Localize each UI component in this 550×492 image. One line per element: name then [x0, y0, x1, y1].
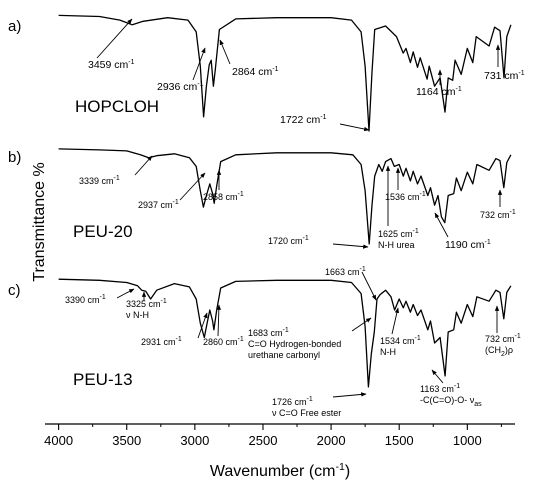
peak-arrow	[216, 304, 222, 337]
peak-arrow	[431, 369, 444, 384]
svg-text:1164 cm-1: 1164 cm-1	[416, 86, 462, 98]
peak-label-1-1: 3459 cm-1	[88, 18, 135, 71]
spectrum-line-2	[58, 148, 512, 245]
peak-arrow	[361, 271, 377, 301]
panel-3: c) PEU-13 3390 cm-1 3325 cm-1ν N-H 2931 cm-1…	[8, 266, 521, 418]
x-tick-label: 1000	[453, 433, 482, 448]
svg-text:2860 cm-1: 2860 cm-1	[203, 336, 244, 347]
peak-label-2-2: 2937 cm-1	[138, 172, 206, 210]
sample-name-1: HOPCLOH	[75, 97, 159, 116]
x-axis-title: Wavenumber (cm-1)	[210, 461, 350, 480]
peak-label-3-7: 1726 cm-1ν C=O Free ester	[272, 392, 367, 418]
peak-label-2-3: 2858 cm-1	[203, 169, 244, 202]
spectrum-line-1	[58, 14, 512, 132]
svg-text:1720 cm-1: 1720 cm-1	[268, 235, 309, 246]
sample-name-2: PEU-20	[73, 222, 133, 241]
svg-text:1625 cm-1: 1625 cm-1	[378, 228, 419, 239]
peak-label-3-4: 2860 cm-1	[203, 304, 244, 347]
peak-label-2-5: 1625 cm-1N-H urea	[378, 165, 419, 250]
x-tick-label: 3500	[112, 433, 141, 448]
peak-label-2-8: 732 cm-1	[480, 189, 516, 220]
peak-label-1-2: 2936 cm-1	[157, 47, 206, 93]
peak-label-1-6: 731 cm-1	[484, 44, 525, 82]
spectrum-line-3	[58, 278, 512, 388]
peak-arrow	[351, 317, 372, 332]
svg-text:ν C=O Free ester: ν C=O Free ester	[272, 408, 341, 418]
x-tick-label: 1500	[385, 433, 414, 448]
sample-name-3: PEU-13	[73, 370, 133, 389]
peak-label-2-7: 1190 cm-1	[434, 212, 491, 251]
svg-text:1683 cm-1: 1683 cm-1	[248, 327, 289, 338]
peak-label-1-5: 1164 cm-1	[416, 69, 462, 98]
x-axis: 4000 3500 3000 2500 2000 1500 1000	[44, 423, 515, 448]
peak-label-3-5: 1663 cm-1	[325, 266, 377, 301]
x-tick-label: 3000	[180, 433, 209, 448]
panel-letter-1: a)	[8, 18, 21, 35]
svg-text:C=O Hydrogen-bonded: C=O Hydrogen-bonded	[248, 339, 341, 349]
peak-arrow	[116, 288, 135, 299]
peak-arrow	[192, 47, 206, 81]
svg-text:3325 cm-1: 3325 cm-1	[126, 298, 167, 309]
peak-label-3-9: 1163 cm-1-C(C=O)-O- νas	[420, 369, 482, 408]
svg-text:1726 cm-1: 1726 cm-1	[272, 396, 313, 407]
peak-label-3-3: 2931 cm-1	[141, 312, 208, 347]
svg-text:1534 cm-1: 1534 cm-1	[380, 335, 421, 346]
peak-label-1-4: 1722 cm-1	[280, 114, 370, 132]
svg-text:-C(C=O)-O- νas: -C(C=O)-O- νas	[420, 395, 482, 408]
y-axis-title: Transmittance %	[31, 162, 48, 281]
svg-text:2937 cm-1: 2937 cm-1	[138, 199, 179, 210]
x-tick-label: 2000	[317, 433, 346, 448]
svg-text:1163 cm-1: 1163 cm-1	[420, 383, 460, 394]
svg-text:732 cm-1: 732 cm-1	[485, 333, 521, 344]
svg-text:3459 cm-1: 3459 cm-1	[88, 59, 135, 71]
peak-arrow	[332, 392, 367, 398]
peak-label-2-6: 1536 cm-1	[385, 167, 426, 202]
svg-text:731 cm-1: 731 cm-1	[484, 70, 525, 82]
svg-text:N-H: N-H	[380, 347, 396, 357]
svg-text:2936 cm-1: 2936 cm-1	[157, 81, 204, 93]
peak-label-2-4: 1720 cm-1	[268, 235, 369, 249]
peak-arrow	[219, 39, 231, 65]
svg-text:1722 cm-1: 1722 cm-1	[280, 114, 327, 126]
svg-text:2864 cm-1: 2864 cm-1	[232, 66, 279, 78]
svg-text:(CH2)ρ: (CH2)ρ	[485, 345, 513, 358]
peak-arrow	[332, 243, 369, 249]
peak-arrow	[179, 172, 206, 201]
x-tick-label: 4000	[44, 433, 73, 448]
panel-2: b) PEU-20 3339 cm-1 2937 cm-1 2858 cm-1 1720 …	[8, 148, 516, 251]
peak-label-1-3: 2864 cm-1	[219, 39, 279, 78]
svg-text:N-H urea: N-H urea	[378, 240, 415, 250]
peak-arrow	[134, 155, 153, 176]
svg-text:1663 cm-1: 1663 cm-1	[325, 266, 366, 277]
peak-arrow	[197, 312, 208, 339]
peak-arrow	[434, 212, 449, 238]
x-tick-label: 2500	[249, 433, 278, 448]
peak-label-3-8: 1534 cm-1N-H	[380, 307, 421, 357]
svg-text:1190 cm-1: 1190 cm-1	[445, 239, 491, 251]
peak-arrow	[339, 123, 370, 132]
peak-label-3-10: 732 cm-1(CH2)ρ	[485, 305, 521, 358]
peak-label-3-2: 3325 cm-1ν N-H	[126, 291, 167, 320]
panel-1: a) HOPCLOH 3459 cm-1 2936 cm-1 2864 cm-1 1722…	[8, 14, 525, 132]
svg-text:3339 cm-1: 3339 cm-1	[79, 175, 120, 186]
svg-text:2931 cm-1: 2931 cm-1	[141, 336, 182, 347]
svg-text:2858 cm-1: 2858 cm-1	[203, 191, 244, 202]
svg-text:urethane carbonyl: urethane carbonyl	[248, 350, 320, 360]
svg-text:ν N-H: ν N-H	[126, 310, 149, 320]
svg-text:1536 cm-1: 1536 cm-1	[385, 191, 426, 202]
peak-arrow	[96, 18, 133, 59]
panel-letter-3: c)	[8, 282, 21, 299]
peak-arrow	[391, 307, 400, 335]
peak-label-3-1: 3390 cm-1	[65, 288, 135, 305]
svg-text:3390 cm-1: 3390 cm-1	[65, 294, 106, 305]
svg-text:732 cm-1: 732 cm-1	[480, 209, 516, 220]
panel-letter-2: b)	[8, 149, 21, 166]
peak-label-2-1: 3339 cm-1	[79, 155, 153, 186]
